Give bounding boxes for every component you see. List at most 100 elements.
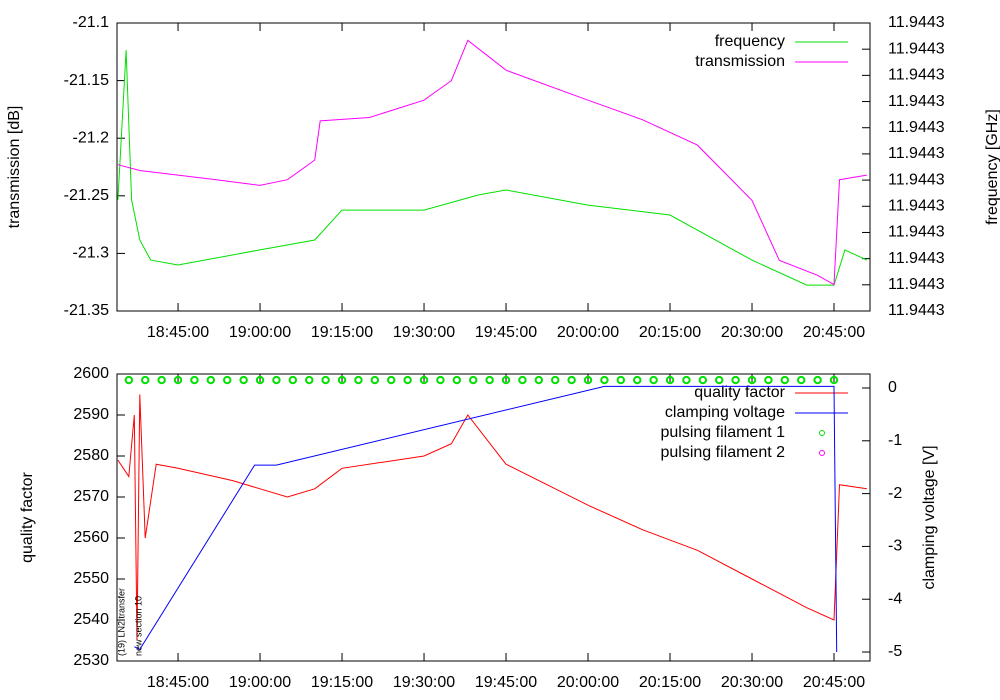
- y2-tick-label: -4: [888, 590, 902, 607]
- data-point: [337, 375, 347, 385]
- data-point: [731, 375, 740, 385]
- data-point: [403, 375, 412, 385]
- data-point: [665, 375, 675, 385]
- y2-tick-label: -1: [888, 432, 902, 449]
- data-point: [567, 375, 576, 385]
- x-tick-label: 20:00:00: [557, 674, 619, 691]
- y-tick-label: 2560: [73, 529, 109, 546]
- data-point: [534, 375, 544, 385]
- data-point: [813, 375, 822, 385]
- y-tick-label: -21.35: [64, 302, 109, 319]
- data-point: [223, 375, 232, 385]
- plot-frame: [116, 22, 871, 312]
- y-tick-label: 2580: [73, 447, 109, 464]
- y2-tick-label: 11.9443: [888, 197, 945, 214]
- legend-label: pulsing filament 2: [660, 444, 785, 461]
- y-tick-label: 2540: [73, 611, 109, 628]
- data-point: [551, 375, 560, 385]
- y-axis-label: transmission [dB]: [6, 106, 23, 229]
- data-point: [698, 375, 708, 385]
- data-point: [387, 375, 396, 385]
- data-point: [305, 375, 314, 385]
- y-axis-label: quality factor: [19, 471, 36, 562]
- y2-tick-label: 11.9443: [888, 14, 945, 31]
- y2-tick-label: 11.9443: [888, 40, 945, 57]
- y-tick-label: 2590: [73, 406, 109, 423]
- x-tick-label: 19:30:00: [393, 324, 455, 341]
- series-line: [117, 50, 868, 286]
- data-point: [190, 375, 199, 385]
- data-point: [600, 375, 609, 385]
- data-point: [321, 375, 330, 385]
- data-point: [370, 375, 380, 385]
- x-tick-label: 20:15:00: [639, 674, 701, 691]
- data-point: [829, 375, 839, 385]
- x-tick-label: 20:30:00: [721, 674, 783, 691]
- y2-tick-label: 11.9443: [888, 119, 945, 136]
- series-line: [117, 39, 867, 286]
- y2-tick-label: -3: [888, 538, 902, 555]
- data-point: [469, 375, 478, 385]
- data-point: [633, 375, 642, 385]
- x-tick-label: 19:45:00: [475, 324, 537, 341]
- data-point: [141, 375, 150, 385]
- data-point: [452, 375, 462, 385]
- x-tick-label: 18:45:00: [147, 324, 209, 341]
- data-point: [616, 375, 626, 385]
- y-tick-label: -21.15: [64, 72, 109, 89]
- data-point: [649, 375, 658, 385]
- data-point: [518, 375, 527, 385]
- y2-tick-label: 11.9443: [888, 145, 945, 162]
- y2-tick-label: 11.9443: [888, 302, 945, 319]
- series-line: [134, 385, 838, 653]
- data-point: [124, 375, 134, 385]
- data-point: [715, 375, 724, 385]
- y2-tick-label: 0: [888, 379, 897, 396]
- y-tick-label: 2550: [73, 570, 109, 587]
- y2-axis-label: frequency [GHz]: [984, 109, 1000, 225]
- data-point: [419, 375, 429, 385]
- data-point: [583, 375, 593, 385]
- y-tick-label: -21.1: [73, 14, 110, 31]
- data-point: [797, 375, 806, 385]
- data-point: [682, 375, 691, 385]
- annotation: new section 10: [133, 596, 143, 656]
- data-point: [157, 375, 166, 385]
- data-point: [272, 375, 281, 385]
- legend-label: clamping voltage: [665, 404, 785, 421]
- annotation: (19) LN2 transfer: [116, 588, 126, 656]
- y2-tick-label: 11.9443: [888, 171, 945, 188]
- x-tick-label: 19:15:00: [311, 674, 373, 691]
- x-tick-label: 20:30:00: [721, 324, 783, 341]
- y-tick-label: -21.2: [73, 129, 110, 146]
- series-line: [117, 394, 867, 641]
- y-tick-label: -21.3: [73, 245, 110, 262]
- legend-label: transmission: [695, 53, 785, 70]
- x-tick-label: 19:15:00: [311, 324, 373, 341]
- x-tick-label: 20:15:00: [639, 324, 701, 341]
- y-tick-label: 2600: [73, 365, 109, 382]
- y2-tick-label: 11.9443: [888, 67, 945, 84]
- data-point: [436, 375, 445, 385]
- data-point: [501, 375, 511, 385]
- y2-tick-label: 11.9443: [888, 250, 945, 267]
- y-tick-label: 2570: [73, 488, 109, 505]
- y2-tick-label: 11.9443: [888, 93, 945, 110]
- y-tick-label: -21.25: [64, 187, 109, 204]
- legend-label: pulsing filament 1: [660, 424, 785, 441]
- legend-label: frequency: [715, 33, 785, 50]
- data-point: [764, 375, 773, 385]
- x-tick-label: 19:00:00: [229, 674, 291, 691]
- data-point: [354, 375, 363, 385]
- y2-tick-label: 11.9443: [888, 224, 945, 241]
- legend-marker: [819, 430, 825, 436]
- x-tick-label: 19:30:00: [393, 674, 455, 691]
- data-point: [173, 375, 183, 385]
- y2-tick-label: 11.9443: [888, 276, 945, 293]
- legend-marker: [819, 450, 825, 456]
- x-tick-label: 19:00:00: [229, 324, 291, 341]
- x-tick-label: 18:45:00: [147, 674, 209, 691]
- x-tick-label: 20:45:00: [803, 324, 865, 341]
- data-point: [255, 375, 265, 385]
